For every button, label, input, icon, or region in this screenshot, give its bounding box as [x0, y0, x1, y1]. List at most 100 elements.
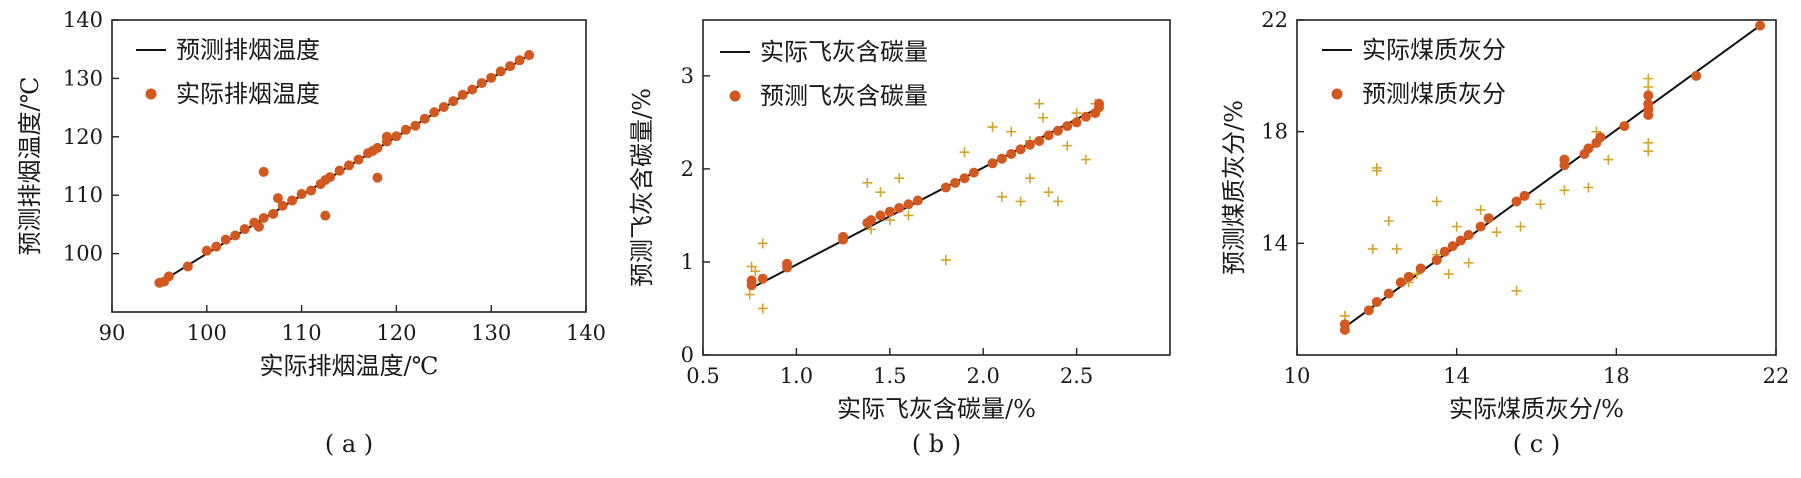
circle-point [757, 273, 768, 284]
plus-point [1451, 221, 1462, 232]
circle-point [268, 208, 279, 219]
y-tick-label: 2 [681, 157, 694, 181]
circle-point [448, 96, 459, 107]
circle-point [1463, 229, 1474, 240]
circle-point [996, 153, 1007, 164]
plus-point [1491, 227, 1502, 238]
plus-point [884, 215, 895, 226]
circle-point [457, 89, 468, 100]
y-tick-label: 18 [1261, 120, 1288, 144]
circle-point [1062, 121, 1073, 132]
x-axis-label: 实际煤质灰分/% [1449, 395, 1624, 423]
legend-label: 预测排烟温度 [176, 36, 320, 64]
circle-point [429, 107, 440, 118]
circle-point [894, 202, 905, 213]
circle-point [211, 241, 222, 252]
circle-point [1691, 70, 1702, 81]
x-tick-label: 18 [1603, 364, 1630, 388]
circle-point [903, 199, 914, 210]
circle-point [1455, 235, 1466, 246]
circle-point [1052, 125, 1063, 136]
plus-point [1034, 98, 1045, 109]
y-axis-label: 预测排烟温度/℃ [16, 77, 44, 256]
circle-point [287, 195, 298, 206]
chart-a: 90 100 110 120 130 140 100 110 120 130 140 实际排烟温度/℃… [16, 8, 606, 458]
subplot-label: ( a ) [325, 430, 373, 458]
y-tick-label: 110 [63, 183, 103, 207]
circle-point [1439, 246, 1450, 257]
circle-point [1006, 149, 1017, 159]
x-tick-label: 90 [99, 321, 126, 345]
y-tick-label: 1 [681, 250, 694, 274]
plus-point [894, 173, 905, 184]
circle-point [1034, 135, 1045, 146]
circle-point [514, 55, 525, 66]
circle-point [866, 215, 877, 226]
plus-point [1367, 243, 1378, 254]
x-tick-label: 0.5 [686, 364, 719, 388]
circle-point [230, 230, 241, 241]
circle-point [467, 84, 478, 95]
circle-point [1475, 221, 1486, 232]
plus-point [1583, 182, 1594, 193]
circle-point [746, 275, 757, 286]
y-tick-label: 100 [63, 242, 103, 266]
circle-point [495, 66, 506, 77]
plus-point [875, 187, 886, 198]
circle-point [1395, 277, 1406, 288]
subplot-label: ( c ) [1513, 430, 1560, 458]
plus-point [1383, 216, 1394, 226]
circle-point [1619, 121, 1630, 132]
circle-point [1015, 144, 1026, 155]
circle-point [258, 212, 269, 223]
circle-point [296, 189, 307, 200]
circle-point [838, 231, 849, 242]
plot-frame [702, 19, 1171, 356]
plus-point [1431, 196, 1442, 207]
plus-point [903, 210, 914, 221]
plus-point [1643, 82, 1654, 92]
circle-point [486, 72, 497, 83]
plus-point [1052, 196, 1063, 207]
circle-point [239, 224, 250, 235]
y-tick-label: 22 [1261, 8, 1288, 32]
plus-point [996, 191, 1007, 202]
circle-point [272, 193, 283, 204]
circle-point [220, 234, 231, 245]
circle-point [201, 245, 212, 256]
plus-point [750, 266, 761, 277]
y-tick-label: 140 [63, 8, 103, 32]
legend-circle-swatch [145, 88, 157, 100]
subplot-label: ( b ) [912, 430, 961, 458]
circle-point [1483, 213, 1494, 224]
circle-point [912, 195, 923, 206]
legend-label: 预测飞灰含碳量 [760, 82, 928, 110]
circle-point [258, 166, 269, 177]
plus-point [1339, 310, 1350, 321]
x-tick-label: 22 [1763, 364, 1790, 388]
circle-point [875, 210, 886, 221]
circle-point [476, 78, 487, 89]
circle-point [1511, 196, 1522, 207]
x-tick-label: 10 [1284, 364, 1311, 388]
plus-point [1643, 146, 1654, 157]
circle-point [968, 167, 979, 178]
x-tick-label: 1.0 [780, 364, 813, 388]
circle-point [959, 173, 970, 184]
fit-line [1344, 24, 1761, 328]
plus-point [1371, 165, 1382, 176]
plus-point [1037, 112, 1048, 123]
circle-point [1643, 98, 1654, 109]
circle-point [1339, 319, 1350, 330]
circle-point [334, 165, 345, 176]
legend-label: 预测煤质灰分 [1362, 80, 1506, 108]
chart-c: 10 14 18 22 14 18 22 实际煤质灰分/% 预测煤质灰分/% ( c ) 实际煤质灰… [1220, 8, 1789, 458]
circle-point [1583, 143, 1594, 154]
plus-point [1015, 196, 1026, 207]
y-tick-label: 3 [681, 64, 694, 88]
circle-point [1447, 241, 1458, 252]
circle-point [325, 172, 336, 183]
x-tick-label: 110 [282, 321, 322, 345]
circle-point [1094, 98, 1105, 109]
